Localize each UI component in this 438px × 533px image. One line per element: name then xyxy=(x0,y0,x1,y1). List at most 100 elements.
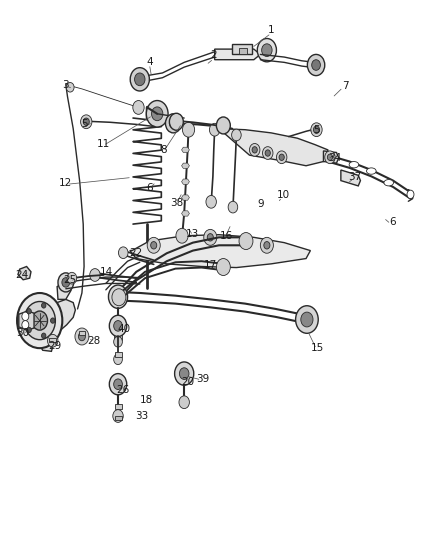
Text: 9: 9 xyxy=(258,199,264,209)
Circle shape xyxy=(216,259,230,276)
Circle shape xyxy=(206,196,216,208)
Circle shape xyxy=(170,118,177,128)
Circle shape xyxy=(228,201,238,213)
Circle shape xyxy=(179,396,189,409)
Circle shape xyxy=(130,68,149,91)
Text: 17: 17 xyxy=(204,261,217,270)
Polygon shape xyxy=(130,235,311,268)
Circle shape xyxy=(312,60,321,70)
Polygon shape xyxy=(323,151,339,163)
Circle shape xyxy=(58,273,74,292)
Circle shape xyxy=(264,241,270,249)
Circle shape xyxy=(62,278,70,287)
Circle shape xyxy=(296,306,318,333)
Text: 20: 20 xyxy=(181,377,194,387)
Circle shape xyxy=(114,320,122,331)
Circle shape xyxy=(113,290,123,303)
Text: 26: 26 xyxy=(116,384,129,394)
Polygon shape xyxy=(114,334,122,340)
Circle shape xyxy=(152,107,163,120)
Circle shape xyxy=(118,247,128,259)
Circle shape xyxy=(276,151,287,164)
Circle shape xyxy=(114,354,122,365)
Circle shape xyxy=(250,143,260,156)
Text: 33: 33 xyxy=(135,411,148,421)
Text: 5: 5 xyxy=(313,125,320,135)
Circle shape xyxy=(110,374,127,395)
Text: 39: 39 xyxy=(196,374,209,384)
Circle shape xyxy=(252,147,257,153)
Circle shape xyxy=(407,190,414,199)
Circle shape xyxy=(78,332,85,341)
Text: 25: 25 xyxy=(64,275,77,285)
Text: 6: 6 xyxy=(389,217,396,228)
Polygon shape xyxy=(115,352,121,357)
Circle shape xyxy=(311,123,322,136)
Circle shape xyxy=(175,362,194,385)
Text: 22: 22 xyxy=(129,248,142,258)
Polygon shape xyxy=(239,48,247,54)
Circle shape xyxy=(151,241,157,249)
Text: 14: 14 xyxy=(100,267,113,277)
Polygon shape xyxy=(31,300,75,336)
Polygon shape xyxy=(182,195,189,200)
Text: 15: 15 xyxy=(311,343,324,353)
Polygon shape xyxy=(182,163,189,168)
Circle shape xyxy=(110,316,127,336)
Circle shape xyxy=(180,368,189,379)
Circle shape xyxy=(113,410,123,422)
Polygon shape xyxy=(18,266,31,280)
Text: 16: 16 xyxy=(219,231,233,241)
Text: 18: 18 xyxy=(140,395,153,405)
Text: 30: 30 xyxy=(16,328,29,338)
Text: 1: 1 xyxy=(268,25,275,35)
Text: 29: 29 xyxy=(49,341,62,351)
Circle shape xyxy=(75,328,89,345)
Polygon shape xyxy=(219,128,328,166)
Circle shape xyxy=(22,320,29,329)
Circle shape xyxy=(261,44,272,56)
Circle shape xyxy=(24,302,55,340)
Polygon shape xyxy=(215,49,260,60)
Circle shape xyxy=(183,122,194,137)
Polygon shape xyxy=(182,211,189,216)
Circle shape xyxy=(314,126,320,133)
Text: 5: 5 xyxy=(81,119,88,130)
Polygon shape xyxy=(115,405,121,409)
Circle shape xyxy=(279,154,284,160)
Text: 34: 34 xyxy=(328,154,341,163)
Circle shape xyxy=(83,118,89,125)
Circle shape xyxy=(17,293,62,348)
Text: 12: 12 xyxy=(59,178,72,188)
Text: 11: 11 xyxy=(97,139,110,149)
Circle shape xyxy=(265,150,270,156)
Ellipse shape xyxy=(367,168,376,174)
Polygon shape xyxy=(341,170,360,186)
Circle shape xyxy=(67,272,77,284)
Text: 38: 38 xyxy=(170,198,183,208)
Circle shape xyxy=(307,54,325,76)
Text: 13: 13 xyxy=(186,229,200,239)
Circle shape xyxy=(327,154,332,160)
Circle shape xyxy=(325,151,335,164)
Circle shape xyxy=(170,114,184,130)
Text: 37: 37 xyxy=(348,172,361,182)
Text: 2: 2 xyxy=(211,51,217,60)
Circle shape xyxy=(146,101,168,127)
Ellipse shape xyxy=(384,180,393,186)
Circle shape xyxy=(42,333,46,338)
Circle shape xyxy=(176,228,188,243)
Circle shape xyxy=(260,237,273,253)
Polygon shape xyxy=(79,331,85,335)
Circle shape xyxy=(42,303,46,308)
Circle shape xyxy=(112,289,126,306)
Circle shape xyxy=(257,38,276,62)
Circle shape xyxy=(204,229,217,245)
Circle shape xyxy=(47,334,58,347)
Polygon shape xyxy=(182,147,189,152)
Polygon shape xyxy=(182,179,189,184)
Text: 40: 40 xyxy=(117,324,131,334)
Circle shape xyxy=(90,269,100,281)
Circle shape xyxy=(239,232,253,249)
Ellipse shape xyxy=(349,161,359,168)
